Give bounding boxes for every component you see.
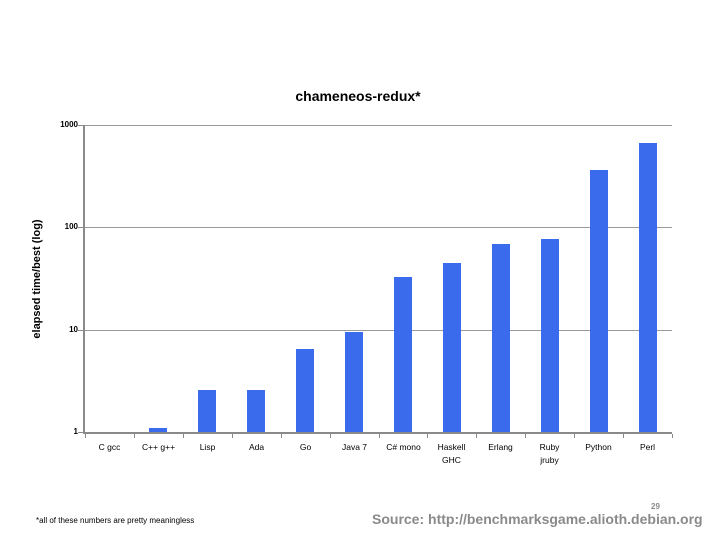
plot-area: [83, 125, 672, 434]
bar-erlang: [492, 244, 510, 432]
x-tick: [85, 434, 86, 438]
bar-ada: [247, 390, 265, 432]
y-axis-title: elapsed time/best (log): [31, 219, 43, 339]
x-category-label: Lisp: [199, 442, 216, 452]
x-tick: [672, 434, 673, 438]
x-tick: [232, 434, 233, 438]
x-category-label: C gcc: [98, 442, 121, 452]
x-category-label: Perl: [639, 442, 656, 452]
x-category-label: Java 7: [341, 442, 368, 452]
x-category-label: Python: [585, 442, 612, 452]
gridline: [85, 330, 672, 331]
x-category-label: Ada: [248, 442, 265, 452]
chart-title: chameneos-redux*: [295, 88, 421, 104]
x-category-label: Ruby jruby: [539, 442, 560, 465]
bar-haskell: [443, 263, 461, 432]
bar-lisp: [198, 390, 216, 432]
y-tick: [78, 125, 83, 126]
x-category-label: Haskell GHC: [437, 442, 466, 465]
y-tick: [78, 432, 83, 433]
x-category-label: Go: [299, 442, 312, 452]
x-tick: [134, 434, 135, 438]
x-tick: [525, 434, 526, 438]
x-tick: [330, 434, 331, 438]
bar-java-7: [345, 332, 363, 432]
bar-c-mono: [394, 277, 412, 432]
bar-ruby: [541, 239, 559, 432]
source-text: Source: http://benchmarksgame.alioth.deb…: [372, 511, 703, 527]
x-tick: [379, 434, 380, 438]
x-tick: [574, 434, 575, 438]
x-category-label: C++ g++: [141, 442, 176, 452]
y-tick-label: 10: [69, 325, 78, 334]
footnote: *all of these numbers are pretty meaning…: [36, 516, 195, 525]
bar-c-g-: [149, 428, 167, 432]
gridline: [85, 227, 672, 228]
y-tick: [78, 227, 83, 228]
page-number: 29: [651, 502, 660, 511]
x-tick: [183, 434, 184, 438]
y-tick-label: 100: [64, 222, 78, 231]
x-tick: [281, 434, 282, 438]
x-category-label: Erlang: [488, 442, 513, 452]
y-tick-label: 1: [73, 427, 78, 436]
bar-python: [590, 170, 608, 432]
bar-perl: [639, 143, 657, 432]
x-tick: [427, 434, 428, 438]
x-tick: [623, 434, 624, 438]
x-tick: [476, 434, 477, 438]
bar-go: [296, 349, 314, 432]
y-tick-label: 1000: [60, 120, 78, 129]
gridline: [85, 125, 672, 126]
x-category-label: C# mono: [386, 442, 421, 452]
y-tick: [78, 330, 83, 331]
